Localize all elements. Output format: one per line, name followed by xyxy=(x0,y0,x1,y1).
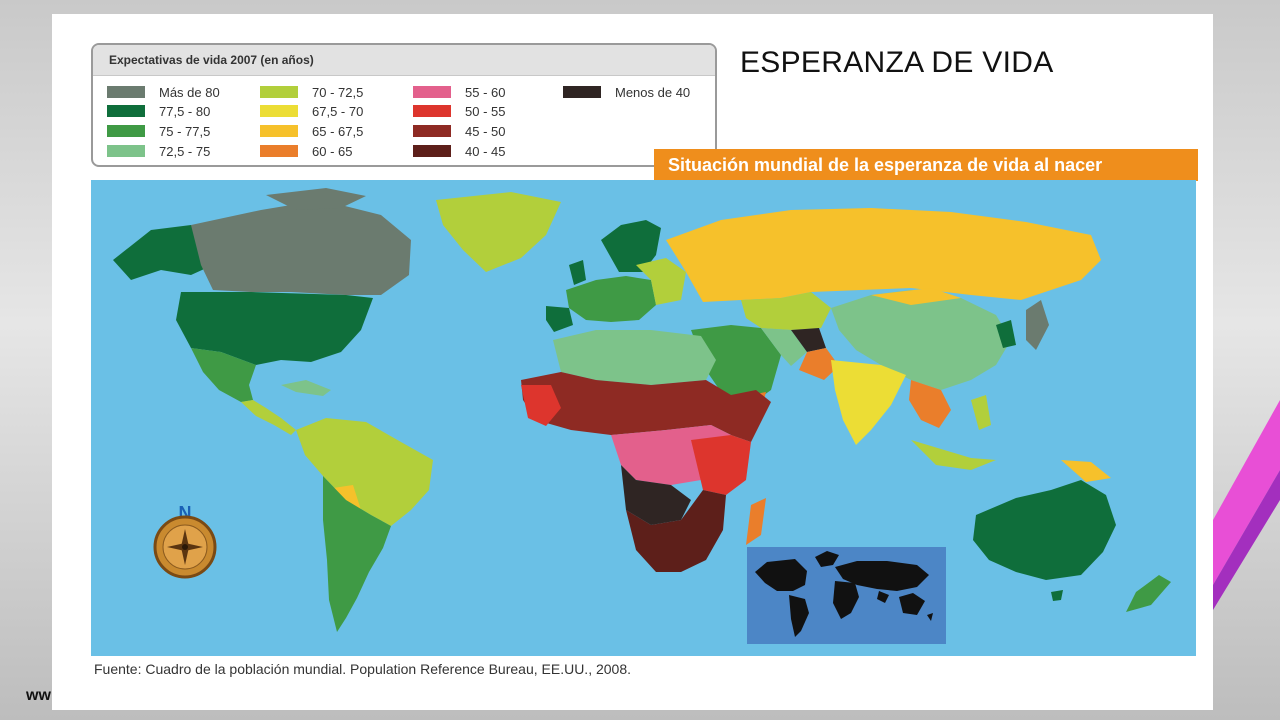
sahel xyxy=(521,372,746,435)
map-legend: Expectativas de vida 2007 (en años) Más … xyxy=(91,43,717,167)
congo xyxy=(621,465,691,525)
legend-item: 55 - 60 xyxy=(413,83,505,101)
greenland xyxy=(436,192,561,272)
south-america-north xyxy=(296,418,433,526)
alaska xyxy=(113,225,213,280)
legend-item: Menos de 40 xyxy=(563,83,690,101)
compass-rose: N xyxy=(153,503,217,579)
legend-item: 40 - 45 xyxy=(413,142,505,160)
caribbean xyxy=(281,380,331,396)
legend-item: 45 - 50 xyxy=(413,122,505,140)
legend-label: 60 - 65 xyxy=(312,143,353,159)
pakistan xyxy=(799,348,839,380)
legend-item: 50 - 55 xyxy=(413,102,505,120)
southern-africa xyxy=(626,490,726,572)
map-title-banner: Situación mundial de la esperanza de vid… xyxy=(654,149,1198,181)
canada xyxy=(191,200,411,295)
central-america xyxy=(241,400,296,435)
japan xyxy=(1026,300,1049,350)
legend-swatch xyxy=(107,125,145,137)
uk xyxy=(569,260,586,285)
legend-label: Más de 80 xyxy=(159,84,220,100)
source-caption: Fuente: Cuadro de la población mundial. … xyxy=(94,661,632,677)
central-asia xyxy=(741,292,831,330)
north-africa xyxy=(553,330,716,385)
usa xyxy=(176,292,373,365)
legend-item: Más de 80 xyxy=(107,83,220,101)
iran xyxy=(761,328,807,366)
afghanistan xyxy=(791,328,826,352)
east-africa xyxy=(691,435,751,495)
mexico xyxy=(191,348,256,402)
west-africa-coast xyxy=(521,385,561,426)
footer-url-fragment: ww xyxy=(26,687,51,704)
legend-label: 65 - 67,5 xyxy=(312,123,364,139)
inset-map-graphic xyxy=(747,547,946,644)
new-guinea xyxy=(1061,460,1111,482)
legend-swatch xyxy=(260,86,298,98)
slide-heading: ESPERANZA DE VIDA xyxy=(740,46,1054,79)
legend-swatch xyxy=(107,86,145,98)
legend-label: 45 - 50 xyxy=(465,123,506,139)
horn-of-africa xyxy=(711,390,771,442)
legend-label: 75 - 77,5 xyxy=(159,123,211,139)
scandinavia xyxy=(601,220,661,272)
mongolia xyxy=(871,288,961,305)
western-europe xyxy=(566,276,656,322)
china xyxy=(831,290,1011,390)
philippines xyxy=(971,395,991,430)
legend-label: 70 - 72,5 xyxy=(312,84,364,100)
legend-item: 77,5 - 80 xyxy=(107,102,210,120)
legend-item: 65 - 67,5 xyxy=(260,122,363,140)
legend-swatch xyxy=(260,105,298,117)
inset-world-map xyxy=(747,547,946,644)
legend-label: Menos de 40 xyxy=(615,84,691,100)
legend-item: 75 - 77,5 xyxy=(107,122,210,140)
indonesia xyxy=(911,440,996,470)
new-zealand xyxy=(1126,575,1171,612)
madagascar xyxy=(746,498,766,545)
legend-title: Expectativas de vida 2007 (en años) xyxy=(93,45,715,76)
australia xyxy=(973,480,1116,580)
legend-label: 40 - 45 xyxy=(465,143,506,159)
indochina xyxy=(909,380,951,428)
legend-label: 72,5 - 75 xyxy=(159,143,211,159)
legend-item: 72,5 - 75 xyxy=(107,142,210,160)
legend-swatch xyxy=(413,86,451,98)
legend-swatch xyxy=(107,105,145,117)
tasmania xyxy=(1051,590,1063,601)
legend-label: 50 - 55 xyxy=(465,103,506,119)
middle-east xyxy=(691,325,781,408)
legend-swatch xyxy=(563,86,601,98)
south-america-south xyxy=(323,476,391,632)
legend-swatch xyxy=(260,145,298,157)
legend-item: 60 - 65 xyxy=(260,142,352,160)
legend-swatch xyxy=(260,125,298,137)
india xyxy=(831,360,906,445)
legend-swatch xyxy=(413,105,451,117)
eastern-europe xyxy=(636,258,686,305)
legend-swatch xyxy=(413,125,451,137)
legend-swatch xyxy=(413,145,451,157)
korea xyxy=(996,320,1016,348)
legend-item: 67,5 - 70 xyxy=(260,102,363,120)
legend-item: 70 - 72,5 xyxy=(260,83,363,101)
canada-arctic-islands xyxy=(266,188,366,210)
russia xyxy=(666,208,1101,302)
world-map xyxy=(91,180,1196,656)
iberia xyxy=(546,306,573,332)
legend-label: 55 - 60 xyxy=(465,84,506,100)
legend-label: 67,5 - 70 xyxy=(312,103,364,119)
legend-label: 77,5 - 80 xyxy=(159,103,211,119)
legend-swatch xyxy=(107,145,145,157)
